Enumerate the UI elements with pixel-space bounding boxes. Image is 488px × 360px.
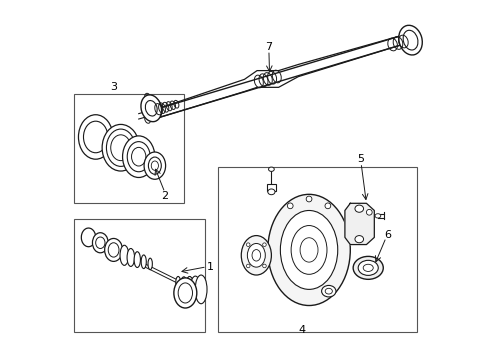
Polygon shape — [344, 203, 373, 244]
Ellipse shape — [366, 210, 371, 215]
Text: 7: 7 — [265, 42, 272, 51]
Ellipse shape — [374, 214, 380, 218]
Ellipse shape — [148, 157, 161, 174]
Ellipse shape — [127, 141, 150, 172]
Ellipse shape — [241, 235, 271, 275]
Ellipse shape — [268, 167, 274, 171]
Bar — [74, 94, 183, 203]
Ellipse shape — [92, 233, 108, 253]
Ellipse shape — [262, 243, 265, 247]
Ellipse shape — [357, 260, 378, 275]
Ellipse shape — [305, 196, 311, 202]
Ellipse shape — [267, 194, 349, 306]
Ellipse shape — [141, 95, 161, 122]
Ellipse shape — [102, 125, 139, 171]
Ellipse shape — [174, 278, 196, 308]
Ellipse shape — [144, 152, 165, 179]
Ellipse shape — [181, 277, 187, 291]
Ellipse shape — [185, 276, 193, 295]
Ellipse shape — [247, 243, 265, 267]
Ellipse shape — [321, 285, 335, 297]
Ellipse shape — [147, 98, 162, 118]
Text: 3: 3 — [110, 82, 117, 92]
Ellipse shape — [280, 211, 337, 289]
Ellipse shape — [106, 129, 135, 166]
Text: 1: 1 — [206, 262, 213, 272]
Ellipse shape — [246, 243, 249, 247]
Ellipse shape — [352, 256, 383, 279]
Ellipse shape — [141, 255, 146, 269]
Ellipse shape — [267, 189, 274, 195]
Ellipse shape — [120, 245, 128, 265]
Ellipse shape — [262, 264, 265, 268]
Ellipse shape — [83, 121, 108, 153]
Ellipse shape — [148, 258, 152, 270]
Bar — [217, 167, 416, 332]
Text: 6: 6 — [384, 230, 390, 239]
Ellipse shape — [195, 275, 206, 304]
Bar — [266, 184, 276, 191]
Ellipse shape — [190, 276, 200, 299]
Ellipse shape — [246, 264, 249, 268]
Ellipse shape — [287, 203, 292, 209]
Ellipse shape — [354, 235, 363, 243]
Ellipse shape — [325, 203, 330, 209]
Text: 5: 5 — [357, 154, 364, 164]
Ellipse shape — [104, 238, 122, 261]
Ellipse shape — [134, 252, 140, 267]
Ellipse shape — [78, 115, 113, 159]
Text: 4: 4 — [298, 325, 305, 335]
Ellipse shape — [354, 205, 363, 212]
Bar — [74, 220, 204, 332]
Ellipse shape — [127, 248, 134, 266]
Text: 2: 2 — [161, 191, 168, 201]
Ellipse shape — [398, 25, 422, 55]
Ellipse shape — [175, 276, 180, 288]
Ellipse shape — [122, 136, 155, 177]
